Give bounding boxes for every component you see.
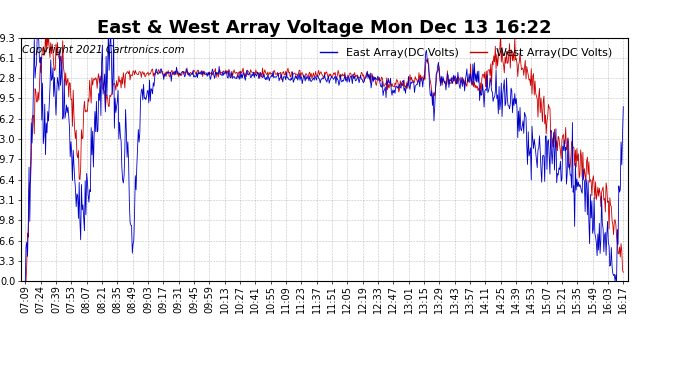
Title: East & West Array Voltage Mon Dec 13 16:22: East & West Array Voltage Mon Dec 13 16:… xyxy=(97,20,551,38)
Text: Copyright 2021 Cartronics.com: Copyright 2021 Cartronics.com xyxy=(22,45,184,55)
Legend: East Array(DC Volts), West Array(DC Volts): East Array(DC Volts), West Array(DC Volt… xyxy=(316,43,616,62)
